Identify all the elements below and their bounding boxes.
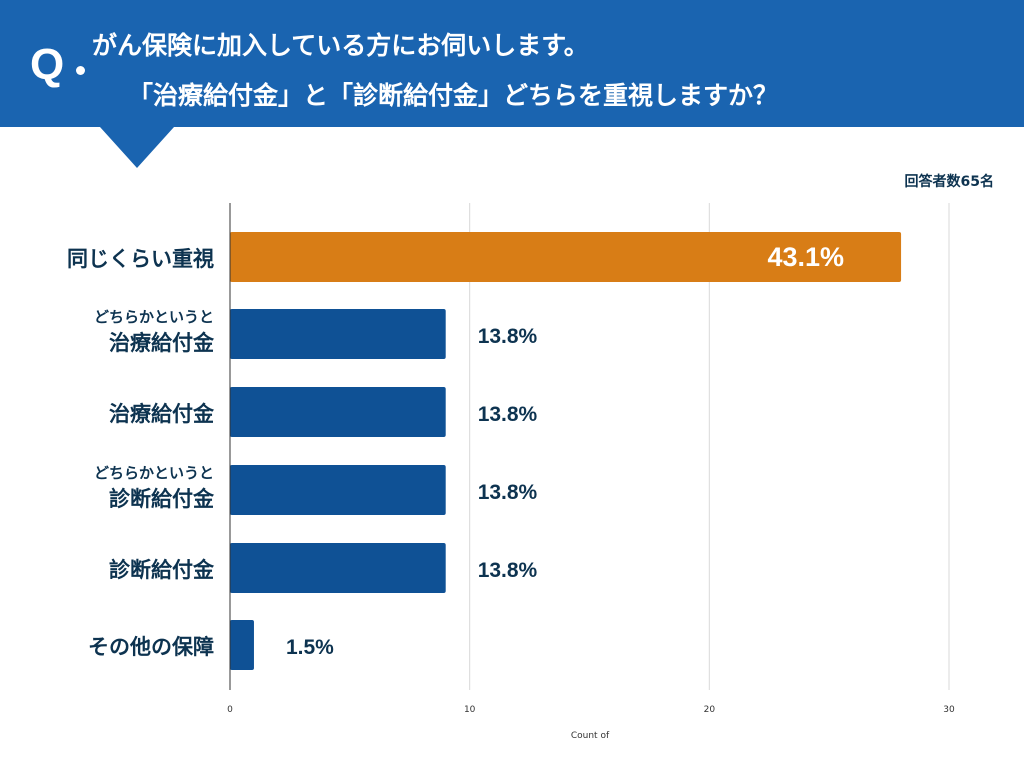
x-tick-label: 10 <box>464 705 476 715</box>
bar <box>230 387 446 437</box>
category-label: 治療給付金 <box>109 398 214 428</box>
category-main-label: 診断給付金 <box>109 558 214 582</box>
respondent-count: 回答者数65名 <box>904 174 994 190</box>
x-tick-label: 0 <box>227 705 233 715</box>
bar <box>230 465 446 515</box>
question-line-1: がん保険に加入している方にお伺いします。 <box>92 31 589 60</box>
category-label: どちらかというと治療給付金 <box>94 306 214 357</box>
q-mark: Q <box>30 40 65 89</box>
bar <box>230 309 446 359</box>
data-label: 13.8% <box>478 325 538 348</box>
category-label: 同じくらい重視 <box>67 243 214 273</box>
category-main-label: その他の保障 <box>88 635 214 659</box>
bar <box>230 232 902 282</box>
speech-tail <box>100 127 174 168</box>
x-tick-label: 30 <box>943 705 955 715</box>
category-label: その他の保障 <box>88 631 214 661</box>
category-sublabel: どちらかというと <box>93 308 214 326</box>
x-axis-label: Count of <box>571 731 610 741</box>
category-main-label: 同じくらい重視 <box>67 247 214 271</box>
data-label: 13.8% <box>478 403 538 426</box>
question-line-2: 「治療給付金」と「診断給付金」どちらを重視しますか？ <box>128 81 779 110</box>
data-label: 13.8% <box>478 559 538 582</box>
bar <box>230 620 254 670</box>
data-label: 13.8% <box>478 481 538 504</box>
category-label: 診断給付金 <box>109 554 214 584</box>
category-main-label: 診断給付金 <box>109 487 214 511</box>
category-main-label: 治療給付金 <box>109 331 214 355</box>
data-label: 43.1% <box>768 242 845 272</box>
category-sublabel: どちらかというと <box>93 464 214 482</box>
data-label: 1.5% <box>286 636 334 659</box>
category-main-label: 治療給付金 <box>109 402 214 426</box>
q-dot <box>76 66 85 75</box>
question-banner <box>0 0 1024 127</box>
x-tick-label: 20 <box>704 705 716 715</box>
bar <box>230 543 446 593</box>
category-label: どちらかというと診断給付金 <box>94 462 214 513</box>
